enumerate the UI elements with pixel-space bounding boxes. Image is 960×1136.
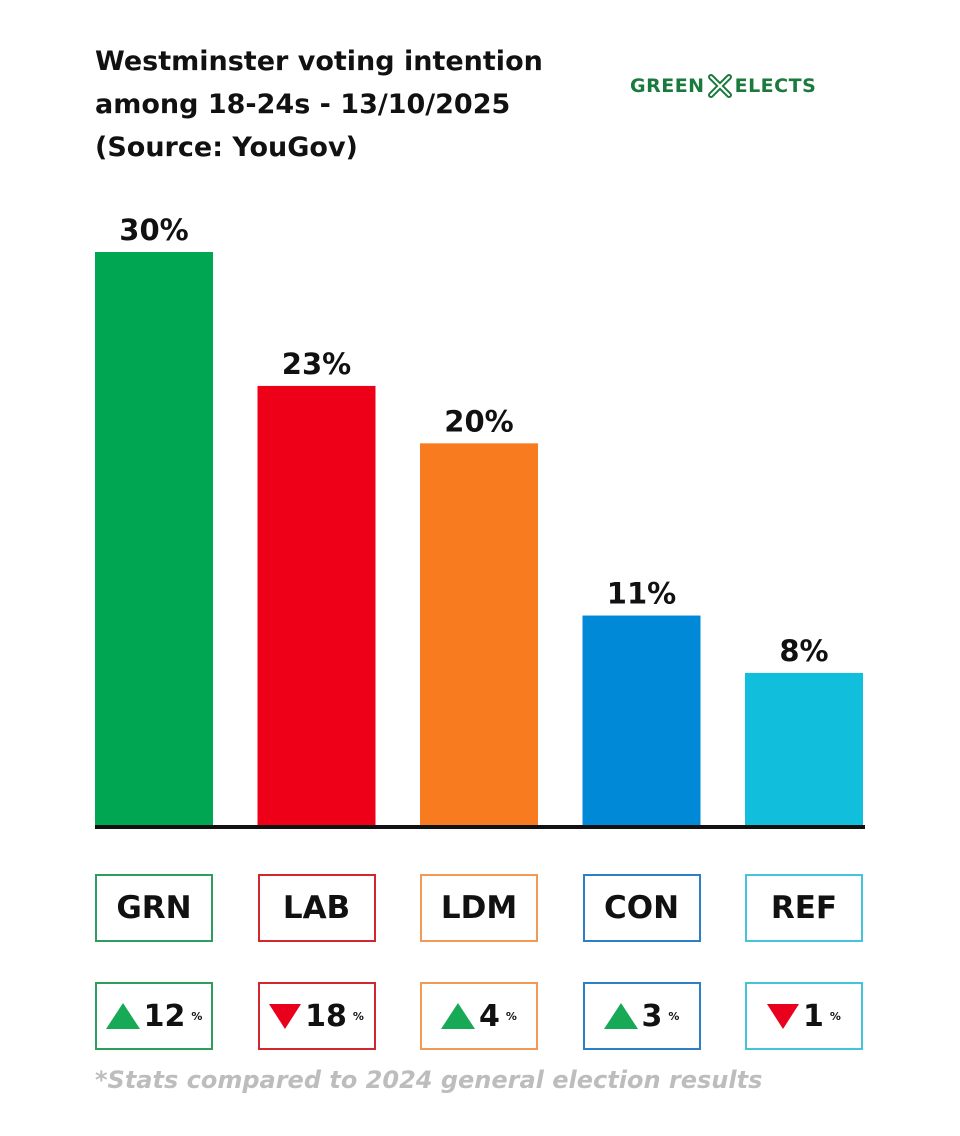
change-unit: % — [668, 1009, 680, 1023]
bar-value-label: 8% — [779, 634, 828, 668]
chart-title: Westminster voting intention among 18-24… — [95, 40, 615, 169]
change-unit: % — [505, 1009, 517, 1023]
change-box-con: 3% — [582, 982, 701, 1050]
change-box-lab: 18% — [257, 982, 376, 1050]
change-unit: % — [829, 1009, 841, 1023]
up-arrow-icon — [105, 1003, 140, 1029]
party-box-con: CON — [582, 874, 701, 942]
party-box-grn: GRN — [95, 874, 213, 942]
change-value: 3 — [641, 998, 663, 1034]
change-value: 1 — [803, 998, 824, 1034]
party-code-label: GRN — [116, 890, 192, 926]
down-arrow-icon — [269, 1003, 302, 1029]
down-arrow-icon — [767, 1003, 800, 1029]
change-unit: % — [352, 1009, 364, 1023]
green-elects-logo: GREEN ELECTS — [630, 70, 816, 102]
logo-text-green: GREEN — [630, 75, 705, 97]
logo-text-elects: ELECTS — [734, 75, 817, 97]
party-code-label: CON — [603, 890, 680, 926]
party-code-label: LDM — [440, 890, 518, 926]
bar-ldm — [420, 443, 538, 826]
title-line-1: Westminster voting intention — [95, 46, 543, 77]
title-line-3: (Source: YouGov) — [95, 132, 358, 163]
bar-value-label: 11% — [607, 577, 676, 611]
bar-value-label: 20% — [444, 404, 513, 438]
change-box-grn: 12% — [95, 982, 213, 1050]
party-box-lab: LAB — [257, 874, 376, 942]
footnote: *Stats compared to 2024 general election… — [95, 1066, 763, 1094]
up-arrow-icon — [441, 1003, 476, 1029]
change-unit: % — [191, 1009, 203, 1023]
bar-grn — [95, 252, 213, 826]
bar-con — [582, 615, 701, 826]
bar-ref — [745, 672, 863, 826]
change-box-ldm: 4% — [420, 982, 538, 1050]
party-code-label: REF — [770, 890, 838, 926]
party-box-ref: REF — [745, 874, 863, 942]
bar-value-label: 23% — [282, 347, 351, 381]
cross-x-icon — [707, 74, 732, 98]
party-code-label: LAB — [282, 890, 351, 926]
title-line-2: among 18-24s - 13/10/2025 — [95, 89, 511, 120]
change-value: 12 — [143, 998, 186, 1034]
change-value: 18 — [305, 998, 347, 1034]
bar-value-label: 30% — [119, 213, 188, 247]
up-arrow-icon — [603, 1003, 638, 1029]
change-value: 4 — [479, 998, 500, 1034]
bar-lab — [257, 385, 376, 826]
bar-chart: 30% 23% 20% 11% 8% — [95, 213, 865, 829]
change-box-ref: 1% — [745, 982, 863, 1050]
party-box-ldm: LDM — [420, 874, 538, 942]
